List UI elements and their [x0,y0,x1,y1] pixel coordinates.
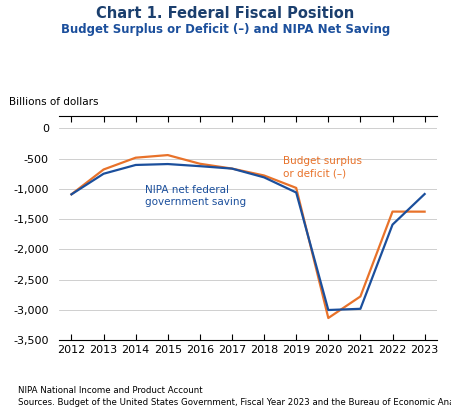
Text: Budget surplus
or deficit (–): Budget surplus or deficit (–) [283,156,362,178]
Text: NIPA net federal
government saving: NIPA net federal government saving [145,185,246,207]
Text: NIPA National Income and Product Account: NIPA National Income and Product Account [18,386,202,395]
Text: Sources. Budget of the United States Government, Fiscal Year 2023 and the Bureau: Sources. Budget of the United States Gov… [18,398,451,408]
Text: Chart 1. Federal Fiscal Position: Chart 1. Federal Fiscal Position [97,6,354,21]
Text: Billions of dollars: Billions of dollars [9,97,99,107]
Text: Budget Surplus or Deficit (–) and NIPA Net Saving: Budget Surplus or Deficit (–) and NIPA N… [61,23,390,36]
